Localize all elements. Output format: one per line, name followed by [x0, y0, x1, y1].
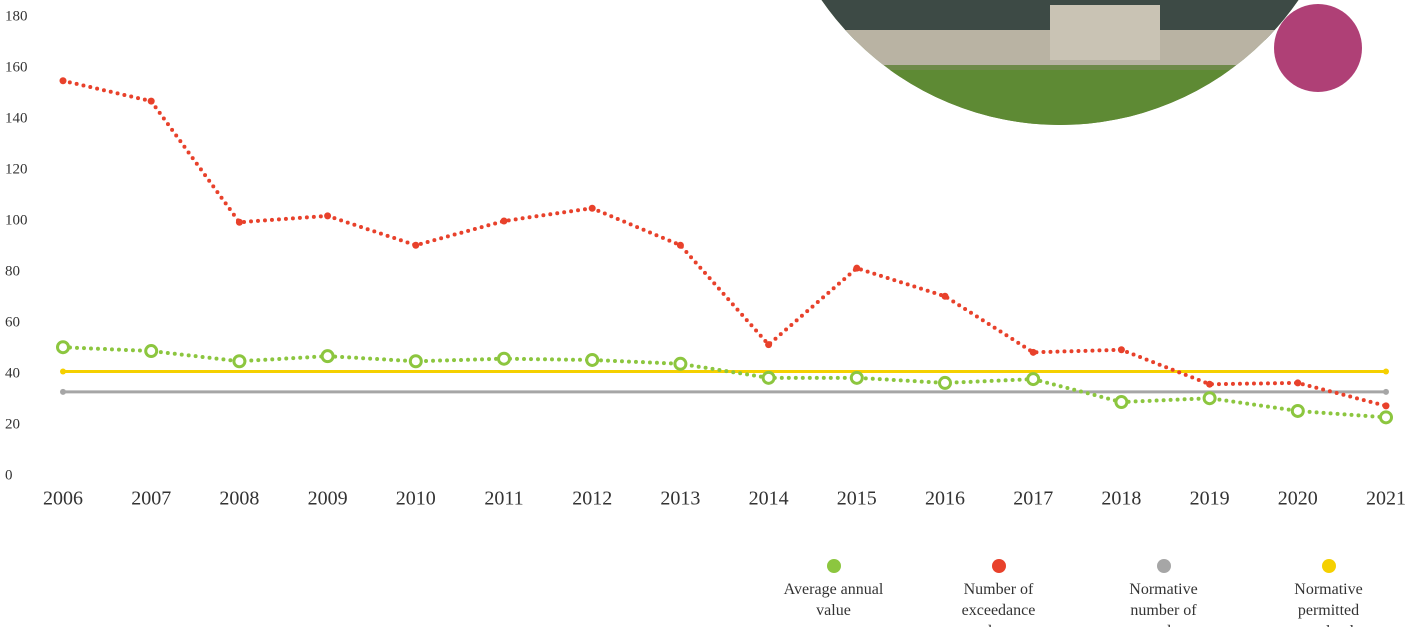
legend-label: Normative permitted annual value [1288, 581, 1369, 627]
marker [938, 375, 952, 390]
marker [585, 352, 600, 367]
y-tick-label: 80 [5, 263, 20, 279]
marker [673, 356, 688, 371]
x-tick-label: 2020 [1278, 488, 1318, 510]
marker [500, 217, 508, 225]
marker [324, 212, 332, 220]
legend-label: Normative number of exceedance [1127, 581, 1201, 627]
marker [232, 354, 247, 369]
marker [497, 351, 511, 366]
x-tick-label: 2010 [396, 488, 436, 510]
marker [147, 97, 155, 105]
x-tick-label: 2018 [1101, 488, 1141, 510]
legend-swatch [826, 559, 841, 573]
y-tick-label: 0 [5, 467, 13, 483]
marker [761, 370, 776, 385]
legend-item: Normative permitted annual value [1254, 559, 1404, 627]
legend-swatch [1156, 559, 1171, 573]
series-line [61, 78, 1388, 408]
x-tick-label: 2014 [749, 488, 789, 510]
y-tick-label: 40 [5, 365, 20, 381]
series-line [61, 345, 1388, 420]
y-tick-label: 160 [5, 59, 28, 75]
x-tick-label: 2007 [131, 488, 171, 510]
y-tick-label: 180 [5, 8, 28, 24]
legend-item: Number of exceedance days [924, 559, 1074, 627]
x-tick-label: 2011 [484, 488, 523, 510]
marker [1383, 368, 1389, 375]
marker [1026, 372, 1041, 387]
legend-item: Normative number of exceedance [1089, 559, 1239, 627]
marker [320, 349, 335, 364]
x-tick-label: 2012 [572, 488, 612, 510]
legend-swatch [1321, 559, 1336, 573]
marker [853, 264, 861, 272]
marker [1206, 380, 1214, 388]
marker [60, 388, 66, 395]
y-tick-label: 20 [5, 416, 20, 432]
marker [235, 218, 243, 226]
marker [765, 341, 773, 349]
x-tick-label: 2013 [660, 488, 700, 510]
marker [56, 340, 70, 355]
marker [1290, 403, 1305, 418]
marker [1383, 388, 1389, 395]
marker [941, 292, 949, 300]
legend-label: Number of exceedance days [961, 581, 1036, 627]
legend-item: Average annual value [759, 559, 909, 621]
marker [1029, 348, 1037, 356]
marker [144, 344, 159, 359]
x-tick-label: 2016 [925, 488, 965, 510]
x-tick-label: 2009 [308, 488, 348, 510]
marker [1379, 410, 1393, 425]
marker [1117, 346, 1125, 354]
marker [408, 354, 423, 369]
marker [1202, 391, 1217, 406]
marker [59, 77, 67, 85]
legend-swatch [991, 559, 1006, 573]
y-tick-label: 100 [5, 212, 28, 228]
x-tick-label: 2021 [1366, 488, 1406, 510]
y-tick-label: 140 [5, 110, 28, 126]
decor-circle [1274, 4, 1362, 92]
x-tick-label: 2017 [1013, 488, 1053, 510]
marker [849, 370, 864, 385]
marker [588, 204, 596, 212]
legend-label: Average annual value [783, 581, 884, 619]
x-tick-label: 2019 [1190, 488, 1230, 510]
x-tick-label: 2006 [43, 488, 83, 510]
x-tick-label: 2008 [219, 488, 259, 510]
marker [60, 368, 66, 375]
x-tick-label: 2015 [837, 488, 877, 510]
marker [676, 241, 684, 249]
marker [1114, 395, 1129, 410]
marker [1382, 402, 1390, 410]
marker [412, 241, 420, 249]
y-tick-label: 120 [5, 161, 28, 177]
marker [1294, 379, 1302, 387]
y-tick-label: 60 [5, 314, 20, 330]
